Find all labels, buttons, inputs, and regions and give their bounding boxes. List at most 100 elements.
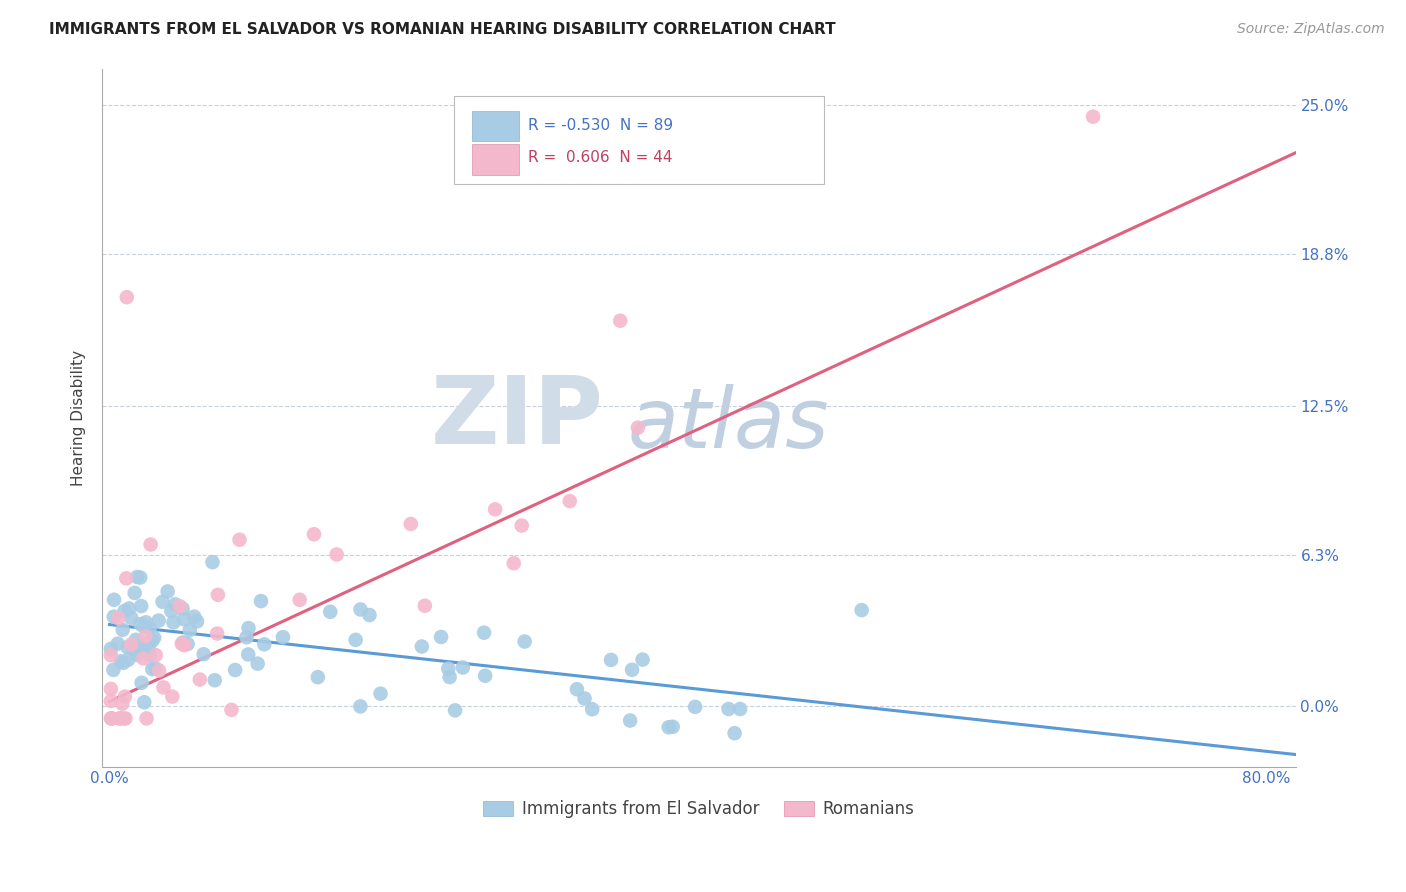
Point — [658, 720, 681, 734]
Point — [100, 648, 122, 663]
Point — [246, 657, 269, 671]
Point — [139, 537, 162, 551]
Point — [134, 629, 156, 643]
Point — [307, 670, 329, 684]
Point — [169, 599, 191, 614]
Point — [120, 638, 142, 652]
Point — [349, 699, 371, 714]
Y-axis label: Hearing Disability: Hearing Disability — [72, 350, 86, 485]
Point — [156, 584, 179, 599]
Point — [201, 555, 224, 569]
FancyBboxPatch shape — [472, 111, 519, 141]
Point — [103, 592, 125, 607]
Point — [100, 711, 122, 725]
Point — [129, 599, 152, 613]
Point — [621, 663, 644, 677]
Point — [114, 604, 136, 618]
Point — [661, 720, 683, 734]
Point — [288, 592, 311, 607]
Point — [484, 502, 506, 516]
Point — [100, 641, 122, 656]
Point — [170, 637, 193, 651]
Point — [221, 703, 243, 717]
Point — [176, 637, 198, 651]
Point — [172, 601, 194, 615]
Point — [325, 548, 347, 562]
Point — [717, 702, 740, 716]
Point — [581, 702, 603, 716]
Point — [728, 702, 751, 716]
Point — [117, 640, 139, 655]
Text: atlas: atlas — [627, 384, 830, 465]
Point — [510, 518, 533, 533]
Text: ZIP: ZIP — [430, 372, 603, 464]
Point — [120, 611, 142, 625]
Point — [619, 714, 641, 728]
Point — [132, 651, 155, 665]
Point — [228, 533, 250, 547]
Point — [600, 653, 623, 667]
Point — [124, 586, 146, 600]
Point — [111, 697, 134, 711]
Point — [349, 602, 371, 616]
Point — [115, 290, 138, 304]
Point — [103, 663, 125, 677]
Point — [107, 637, 129, 651]
Point — [502, 556, 524, 570]
Point — [399, 516, 422, 531]
Point — [186, 615, 208, 629]
Point — [444, 703, 467, 717]
Point — [437, 662, 460, 676]
Point — [134, 695, 156, 709]
FancyBboxPatch shape — [472, 144, 519, 175]
Point — [148, 614, 170, 628]
Point — [125, 632, 148, 647]
Point — [627, 420, 650, 434]
Point — [114, 690, 136, 704]
Point — [129, 570, 152, 584]
Point — [107, 611, 129, 625]
Point — [152, 595, 174, 609]
Point — [224, 663, 246, 677]
Point — [129, 617, 152, 632]
Text: R = -0.530  N = 89: R = -0.530 N = 89 — [529, 119, 673, 134]
Point — [141, 633, 163, 648]
Point — [173, 612, 195, 626]
Point — [631, 652, 654, 666]
Point — [138, 641, 160, 656]
Point — [188, 673, 211, 687]
Point — [138, 648, 160, 662]
Point — [160, 604, 183, 618]
Point — [117, 653, 139, 667]
Point — [683, 699, 706, 714]
Point — [162, 690, 184, 704]
Point — [179, 623, 201, 637]
Point — [413, 599, 436, 613]
Point — [370, 687, 392, 701]
Point — [112, 656, 135, 670]
Point — [204, 673, 226, 688]
Point — [162, 615, 184, 630]
Point — [100, 711, 122, 725]
Point — [474, 669, 496, 683]
Point — [127, 570, 149, 584]
Point — [135, 615, 157, 630]
Point — [110, 654, 132, 668]
Point — [565, 682, 588, 697]
Point — [152, 681, 174, 695]
Point — [101, 711, 124, 725]
FancyBboxPatch shape — [454, 96, 824, 184]
Point — [138, 621, 160, 635]
Point — [439, 670, 461, 684]
Point — [851, 603, 873, 617]
Point — [136, 641, 159, 656]
Point — [134, 642, 156, 657]
Point — [271, 630, 294, 644]
Point — [238, 648, 260, 662]
Point — [250, 594, 273, 608]
Point — [183, 609, 205, 624]
Point — [302, 527, 325, 541]
Point — [173, 638, 195, 652]
Point — [135, 711, 157, 725]
Text: Source: ZipAtlas.com: Source: ZipAtlas.com — [1237, 22, 1385, 37]
